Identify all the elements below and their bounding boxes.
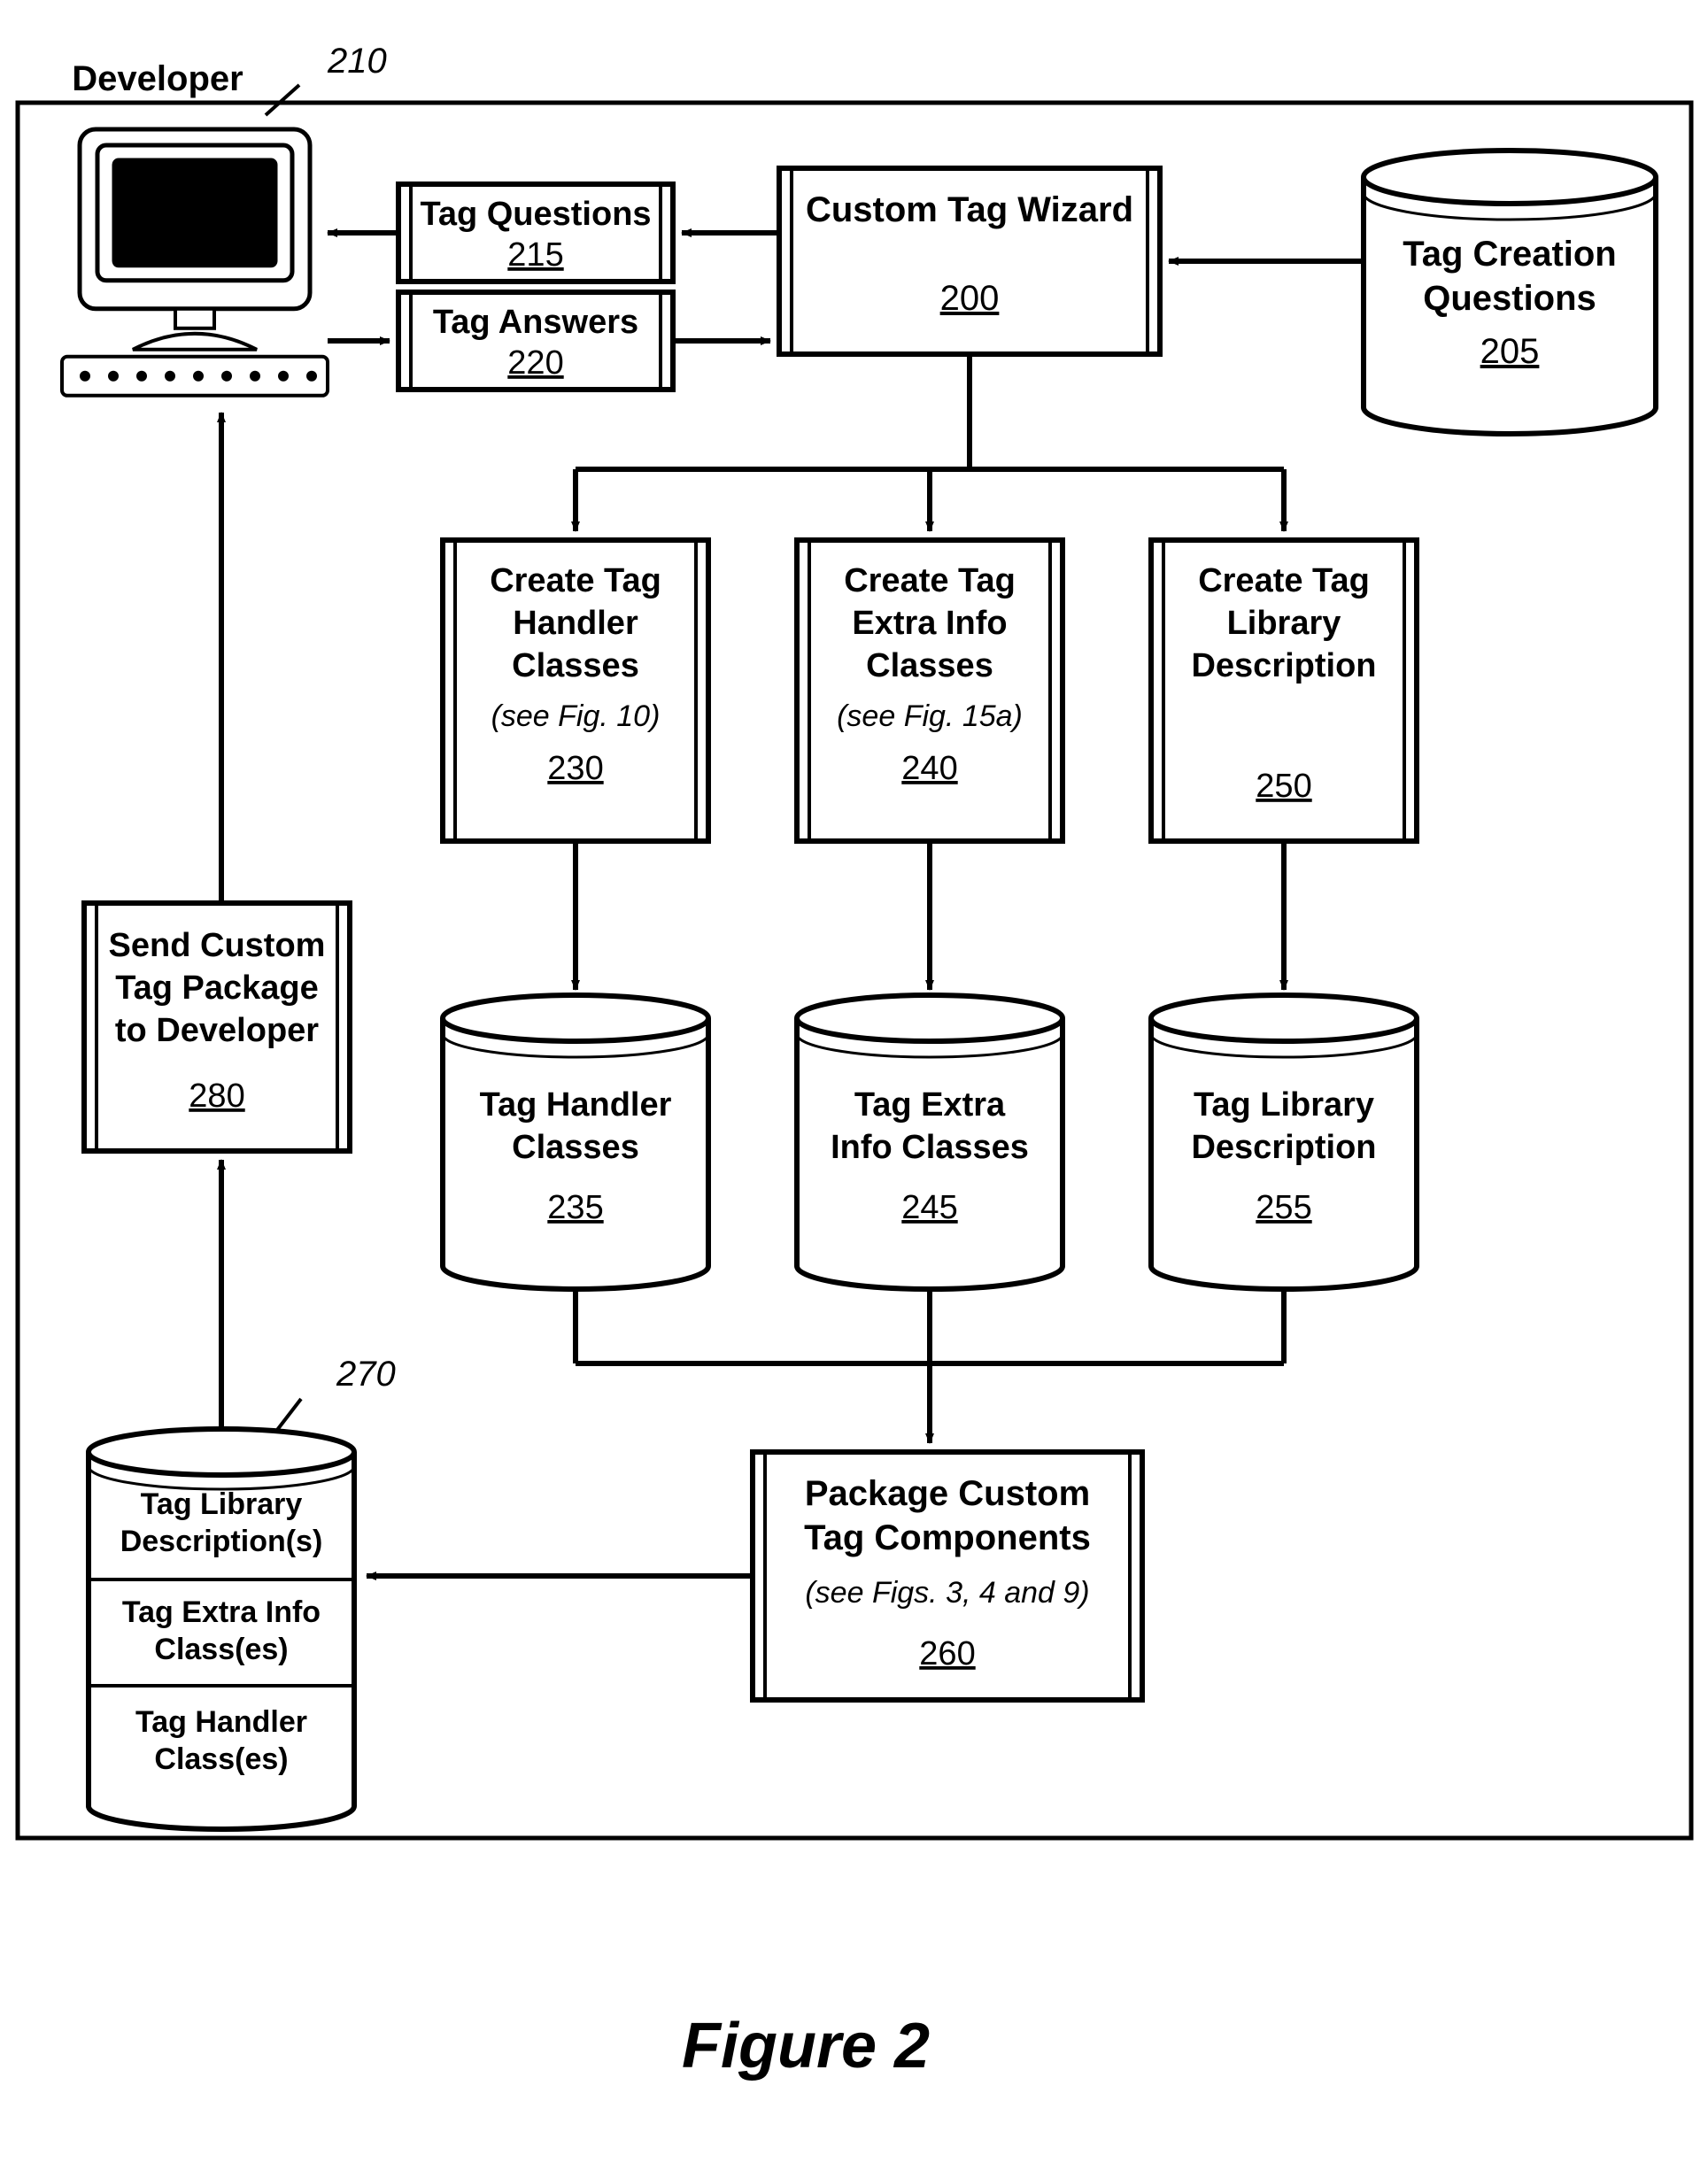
svg-text:255: 255 [1256,1189,1311,1226]
node-send-custom-tag-package: Send Custom Tag Package to Developer 280 [84,903,350,1151]
ref-210: 210 [327,42,387,81]
svg-text:(see Fig. 15a): (see Fig. 15a) [837,699,1023,733]
flowchart-svg: Developer 210 270 Tag Questions215 Tag A… [0,0,1708,2178]
node-tag-extra-info-classes-db: Tag Extra Info Classes 245 [797,995,1063,1289]
svg-text:Custom Tag Wizard: Custom Tag Wizard [806,190,1133,229]
svg-text:Questions: Questions [1423,279,1596,318]
developer-computer-icon [62,129,328,396]
svg-text:250: 250 [1256,768,1311,805]
svg-text:200: 200 [940,279,1000,318]
svg-text:Tag Components: Tag Components [804,1518,1091,1557]
svg-text:Tag Creation: Tag Creation [1403,235,1617,274]
svg-text:Classes: Classes [512,1129,639,1166]
node-stacked-cylinder-270: Tag Library Description(s) Tag Extra Info C… [89,1429,354,1829]
svg-text:235: 235 [547,1189,603,1226]
svg-text:Tag Package: Tag Package [115,969,319,1007]
svg-text:Send Custom: Send Custom [109,927,326,964]
svg-text:Tag Extra: Tag Extra [854,1086,1006,1124]
figure-title: Figure 2 [682,2010,930,2082]
svg-text:Handler: Handler [513,605,638,642]
svg-text:220: 220 [507,344,563,382]
node-create-tag-extra-info-classes: Create Tag Extra Info Classes (see Fig. 15a… [797,540,1063,841]
node-tag-library-description-db: Tag Library Description 255 [1151,995,1417,1289]
node-package-custom-tag-components: Package Custom Tag Components (see Figs. 3… [753,1452,1142,1700]
svg-text:Extra Info: Extra Info [852,605,1007,642]
node-tag-questions: Tag Questions215 [398,184,673,282]
node-create-tag-handler-classes: Create Tag Handler Classes (see Fig. 10) 230 [443,540,708,841]
svg-text:Class(es): Class(es) [154,1633,288,1666]
svg-text:Tag Handler: Tag Handler [480,1086,672,1124]
svg-text:Tag Extra Info: Tag Extra Info [122,1595,321,1629]
svg-text:Description: Description [1191,1129,1376,1166]
svg-text:Info Classes: Info Classes [831,1129,1029,1166]
svg-text:Create Tag: Create Tag [1198,562,1370,599]
svg-text:(see Fig. 10): (see Fig. 10) [491,699,661,733]
svg-text:Tag Questions: Tag Questions [420,196,651,233]
svg-text:260: 260 [919,1635,975,1672]
svg-text:Tag Handler: Tag Handler [135,1705,307,1739]
svg-text:205: 205 [1480,332,1540,371]
node-create-tag-library-description: Create Tag Library Description 250 [1151,540,1417,841]
svg-text:to Developer: to Developer [115,1012,319,1049]
svg-text:Classes: Classes [512,647,639,684]
svg-text:Tag Answers: Tag Answers [433,304,638,341]
node-tag-handler-classes-db: Tag Handler Classes 235 [443,995,708,1289]
node-tag-answers: Tag Answers220 [398,292,673,390]
svg-text:240: 240 [901,750,957,787]
svg-text:Library: Library [1227,605,1341,642]
svg-text:215: 215 [507,236,563,274]
developer-label: Developer [72,59,243,98]
ref-270: 270 [336,1355,396,1394]
svg-text:Create Tag: Create Tag [490,562,661,599]
svg-text:Classes: Classes [866,647,993,684]
svg-text:Description: Description [1191,647,1376,684]
node-custom-tag-wizard: Custom Tag Wizard 200 [779,168,1160,354]
svg-text:230: 230 [547,750,603,787]
svg-text:Class(es): Class(es) [154,1742,288,1776]
svg-text:280: 280 [189,1077,244,1115]
svg-text:(see Figs. 3, 4 and 9): (see Figs. 3, 4 and 9) [805,1576,1089,1610]
node-tag-creation-questions: Tag Creation Questions 205 [1364,151,1656,434]
svg-text:245: 245 [901,1189,957,1226]
svg-text:Description(s): Description(s) [120,1525,323,1558]
svg-text:Tag Library: Tag Library [141,1487,303,1521]
svg-text:Package Custom: Package Custom [805,1474,1090,1513]
svg-text:Create Tag: Create Tag [844,562,1016,599]
svg-text:Tag Library: Tag Library [1194,1086,1374,1124]
